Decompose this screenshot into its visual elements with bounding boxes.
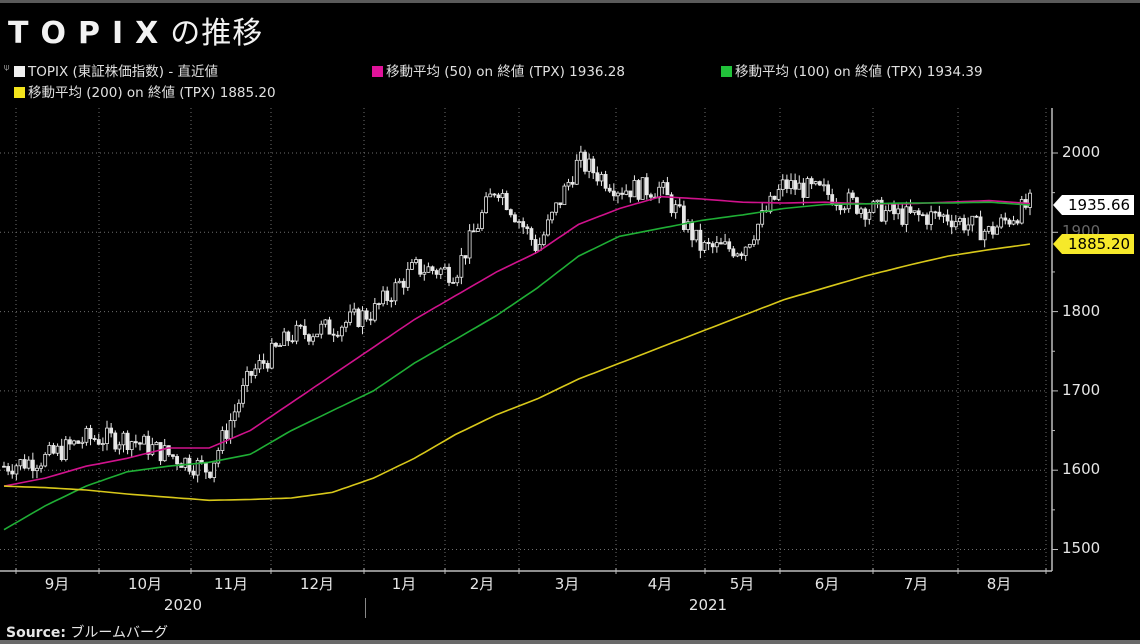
ma200-value-tag: 1885.20 — [1052, 234, 1135, 254]
legend-item-ma50: 移動平均 (50) on 終値 (TPX) 1936.28 — [372, 60, 625, 80]
legend-swatch-magenta — [372, 66, 383, 77]
chart-title-jp: の推移 — [170, 16, 264, 51]
source-label: Source: — [6, 625, 66, 641]
x-tick-label: 4月 — [647, 575, 673, 593]
y-tick-label: 2000 — [1062, 143, 1101, 161]
x-tick-label: 2月 — [469, 575, 495, 593]
x-tick-label: 12月 — [299, 575, 335, 593]
top-border — [0, 0, 1140, 3]
legend-item-topix: TOPIX (東証株価指数) - 直近値 — [14, 60, 218, 80]
x-tick-label: 11月 — [213, 575, 249, 593]
x-tick-label: 7月 — [903, 575, 929, 593]
legend-item-ma200: 移動平均 (200) on 終値 (TPX) 1885.20 — [14, 81, 276, 101]
x-tick-label: 6月 — [814, 575, 840, 593]
legend-label: TOPIX (東証株価指数) - 直近値 — [28, 64, 219, 80]
x-year-label: 2021 — [688, 596, 728, 614]
legend-label: 移動平均 (50) on 終値 (TPX) 1936.28 — [386, 64, 625, 80]
x-tick-label: 1月 — [391, 575, 417, 593]
legend-item-ma100: 移動平均 (100) on 終値 (TPX) 1934.39 — [721, 60, 983, 80]
x-tick-label: 3月 — [554, 575, 580, 593]
last-value-tag: 1935.66 — [1052, 195, 1135, 215]
x-tick-label: 8月 — [986, 575, 1012, 593]
bottom-border — [0, 640, 1140, 644]
chart-title-latin: TOPIX — [8, 16, 171, 51]
legend-swatch-green — [721, 66, 732, 77]
y-tick-label: 1800 — [1062, 302, 1101, 320]
x-tick-label: 10月 — [127, 575, 163, 593]
legend-swatch-white — [14, 66, 25, 77]
legend-swatch-yellow — [14, 87, 25, 98]
x-tick-label: 5月 — [729, 575, 755, 593]
y-tick-label: 1500 — [1062, 539, 1101, 557]
source-note: Source: ブルームバーグ — [6, 622, 168, 642]
source-value: ブルームバーグ — [70, 625, 169, 641]
chart-title: TOPIXの推移 — [8, 8, 263, 52]
y-tick-label: 1700 — [1062, 381, 1101, 399]
x-year-label: 2020 — [163, 596, 203, 614]
year-separator — [365, 598, 366, 618]
legend-label: 移動平均 (200) on 終値 (TPX) 1885.20 — [28, 85, 276, 101]
x-tick-label: 9月 — [44, 575, 70, 593]
legend-label: 移動平均 (100) on 終値 (TPX) 1934.39 — [735, 64, 983, 80]
y-tick-label: 1600 — [1062, 460, 1101, 478]
pin-icon[interactable]: ⍦ — [4, 63, 10, 73]
